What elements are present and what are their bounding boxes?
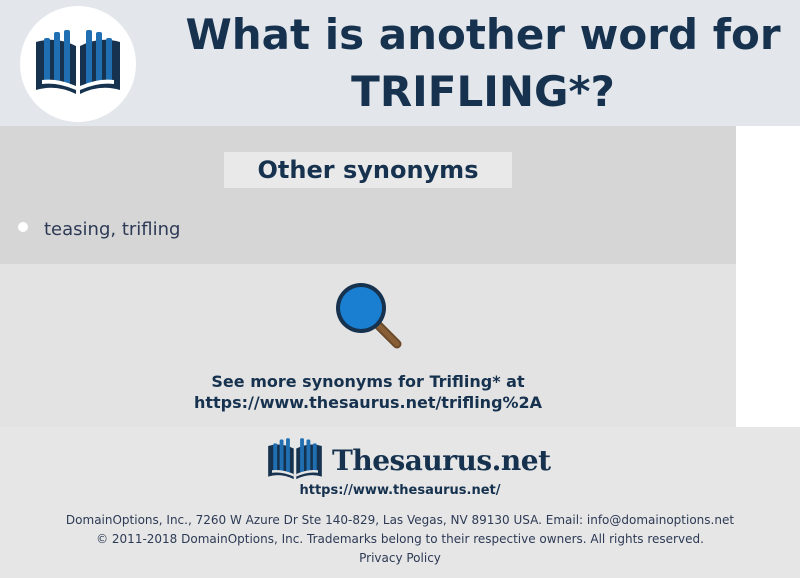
- page-title: What is another word for TRIFLING*?: [170, 6, 796, 120]
- synonym-text[interactable]: teasing, trifling: [44, 218, 181, 240]
- more-synonyms-text: See more synonyms for Trifling* at: [211, 372, 525, 391]
- magnifier-icon: [336, 283, 402, 349]
- list-item: teasing, trifling: [18, 216, 180, 242]
- synonyms-section: Other synonyms teasing, trifling: [0, 126, 736, 264]
- footer: Thesaurus.net https://www.thesaurus.net/…: [0, 427, 800, 578]
- right-panel: [736, 126, 800, 427]
- page-title-line1: What is another word for: [185, 10, 781, 59]
- footer-brand[interactable]: Thesaurus.net: [264, 437, 551, 483]
- brand-url-link[interactable]: https://www.thesaurus.net/: [299, 483, 501, 498]
- book-icon: [36, 30, 120, 94]
- copyright-text: © 2011-2018 DomainOptions, Inc. Trademar…: [96, 532, 704, 546]
- more-synonyms-link[interactable]: https://www.thesaurus.net/trifling%2A: [193, 393, 543, 412]
- page-title-line2: TRIFLING*?: [351, 67, 615, 116]
- privacy-policy-link[interactable]: Privacy Policy: [359, 551, 441, 565]
- bullet-icon: [18, 222, 28, 232]
- header: What is another word for TRIFLING*?: [0, 0, 800, 126]
- book-icon: [268, 438, 322, 480]
- site-logo[interactable]: [20, 6, 136, 122]
- brand-name: Thesaurus.net: [332, 443, 551, 477]
- more-synonyms-section: See more synonyms for Trifling* at https…: [0, 264, 736, 427]
- section-heading: Other synonyms: [224, 152, 512, 188]
- privacy-policy: Privacy Policy: [0, 551, 800, 565]
- company-address: DomainOptions, Inc., 7260 W Azure Dr Ste…: [65, 513, 735, 527]
